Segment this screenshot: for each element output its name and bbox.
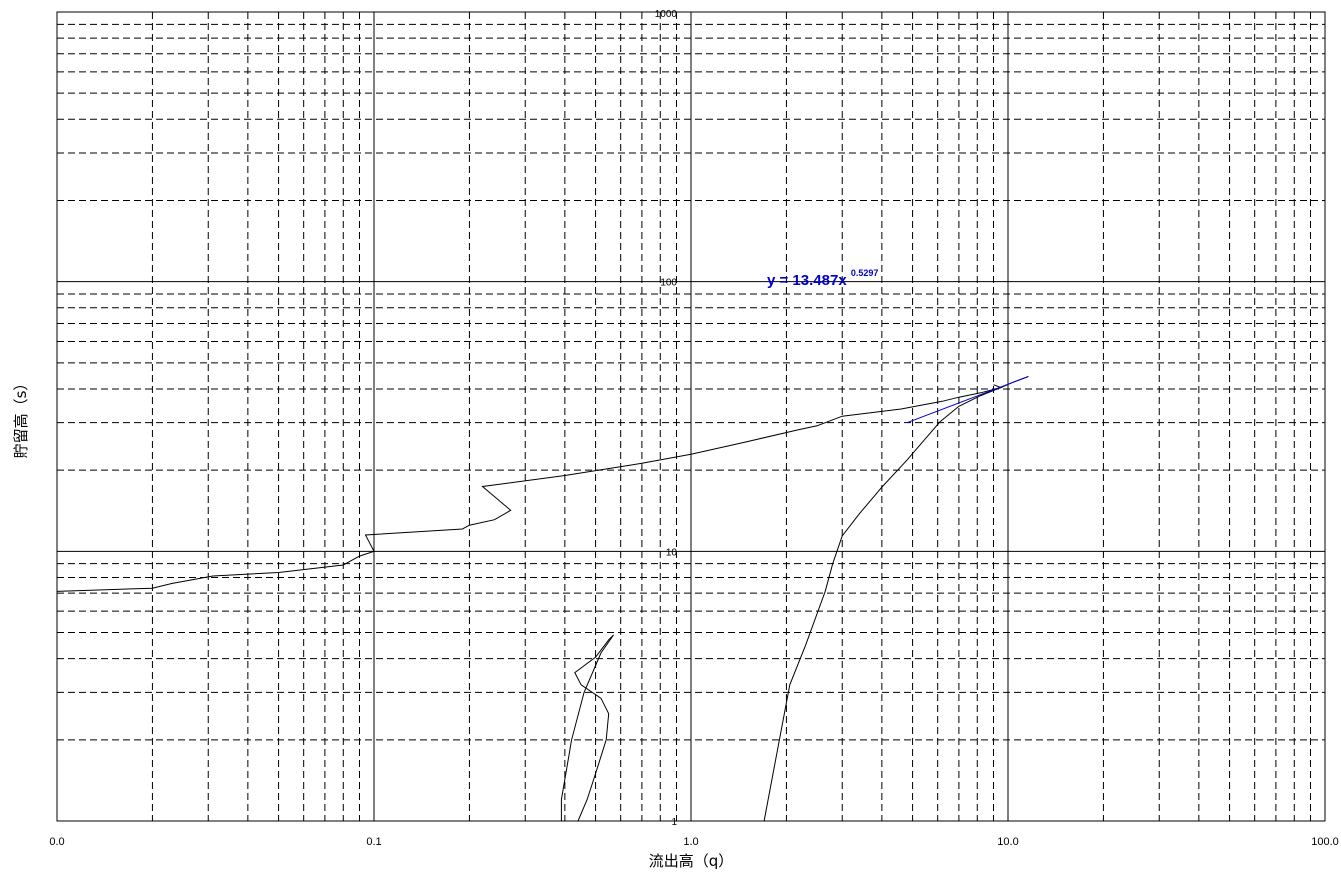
x-tick-label: 10.0 <box>997 836 1018 848</box>
trendline-equation: y = 13.487x 0.5297 <box>767 268 878 289</box>
series-line-2 <box>763 376 1029 822</box>
y-tick-label: 100 <box>660 278 677 289</box>
equation-prefix: y = 13.487x <box>767 272 851 289</box>
plot-frame <box>56 11 1326 822</box>
y-axis-label: 貯留高（s） <box>12 376 30 459</box>
x-tick-label: 0.0 <box>49 836 64 848</box>
series-line-4 <box>906 376 1029 424</box>
x-tick-label: 100.0 <box>1311 836 1339 848</box>
y-tick-label: 1 <box>671 817 677 828</box>
equation-exponent: 0.5297 <box>851 268 879 278</box>
x-tick-label: 1.0 <box>683 836 698 848</box>
y-tick-label: 10 <box>666 547 678 558</box>
x-axis-label: 流出高（q） <box>649 852 734 870</box>
x-tick-labels: 0.0 0.1 1.0 10.0 100.0 <box>49 836 1338 848</box>
series-line-3 <box>560 634 615 822</box>
major-gridlines <box>57 12 1325 821</box>
y-tick-labels: 1 10 100 1000 <box>655 9 678 828</box>
series-line-1 <box>56 384 1003 592</box>
x-tick-label: 0.1 <box>366 836 381 848</box>
y-tick-label: 1000 <box>655 9 678 20</box>
series-layer <box>56 376 1029 822</box>
